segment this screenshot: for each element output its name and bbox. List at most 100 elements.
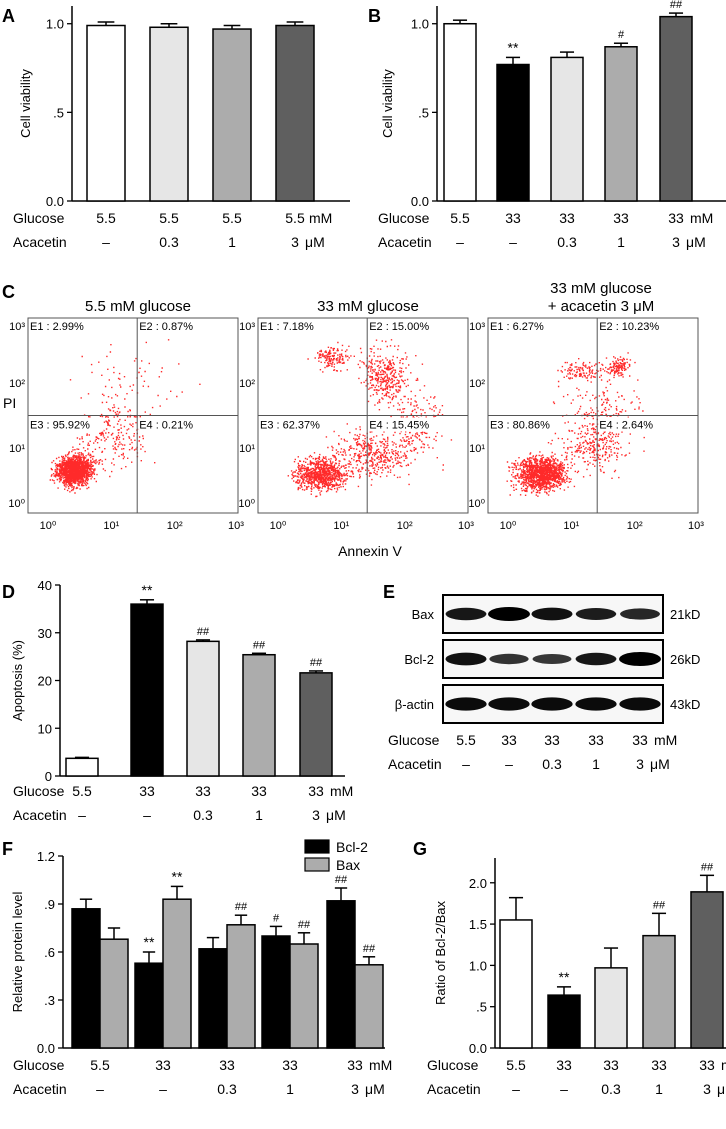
quadrant-e1: E1 : 6.27%	[490, 321, 544, 333]
unit-uM: μM	[326, 807, 346, 823]
flow-x-tick: 10²	[627, 520, 643, 532]
acacetin-row-label: Acacetin	[378, 234, 432, 250]
unit-uM: μM	[305, 234, 325, 250]
bar-2	[594, 967, 628, 1049]
y-tick-label: 1.0	[411, 17, 429, 32]
legend-label-bax: Bax	[336, 857, 360, 873]
significance-marker: ##	[363, 943, 376, 955]
quadrant-e3-bg	[489, 417, 564, 432]
panel-label-f: F	[2, 839, 13, 859]
flow-dots	[49, 339, 201, 494]
flow-plot-2: E1 : 7.18% E2 : 15.00% E3 : 62.37% E4 : 15.…	[238, 298, 474, 532]
quadrant-e1-bg	[489, 319, 557, 333]
bar-0	[65, 757, 99, 777]
blot-band	[445, 697, 487, 711]
acacetin-value: 3	[703, 1081, 711, 1097]
flow-x-tick: 10⁰	[270, 520, 287, 532]
bar-3	[604, 46, 638, 202]
y-tick-label: 20	[38, 674, 52, 689]
bar-2	[550, 56, 584, 202]
blot-band	[575, 608, 617, 620]
glucose-value: 33	[282, 1057, 298, 1073]
glucose-value: 33	[505, 210, 521, 226]
blot-band	[532, 654, 572, 664]
flow-title-2: + acacetin 3 μM	[548, 298, 655, 315]
bar-Bax-4	[354, 964, 384, 1049]
acacetin-value: 1	[655, 1081, 663, 1097]
blot-band	[531, 697, 573, 711]
y-tick-label: 30	[38, 626, 52, 641]
y-tick-label: 0.0	[37, 1041, 55, 1056]
glucose-value: 33	[251, 783, 267, 799]
glucose-value: 5.5	[285, 210, 305, 226]
flow-ylabel: PI	[3, 395, 16, 411]
bar-4	[299, 672, 333, 777]
glucose-value: 33	[556, 1057, 572, 1073]
acacetin-row-label: Acacetin	[13, 807, 67, 823]
panel-label-c: C	[2, 282, 15, 302]
bar-3	[275, 24, 315, 202]
flow-title: 33 mM glucose	[317, 298, 419, 315]
significance-marker: **	[172, 868, 183, 884]
unit-uM: μM	[365, 1081, 385, 1097]
blot-band	[575, 652, 617, 666]
glucose-value: 33	[544, 732, 560, 748]
significance-marker: ##	[701, 861, 714, 873]
glucose-value: 33	[559, 210, 575, 226]
bar-1	[496, 63, 530, 202]
glucose-value: 33	[588, 732, 604, 748]
acacetin-value: 0.3	[557, 234, 577, 250]
quadrant-e1: E1 : 2.99%	[30, 321, 84, 333]
glucose-row-label: Glucose	[388, 732, 440, 748]
acacetin-value: 3	[351, 1081, 359, 1097]
flow-plot-3: E1 : 6.27% E2 : 10.23% E3 : 80.86% E4 : 2.6…	[468, 280, 704, 532]
bar-Bcl-2-1	[134, 962, 164, 1049]
flow-y-tick: 10²	[469, 378, 485, 390]
flow-y-tick: 10⁰	[468, 498, 485, 510]
acacetin-value: –	[462, 756, 470, 772]
blot-row-label: Bax	[412, 607, 435, 622]
blot-size-label: 26kD	[670, 652, 700, 667]
y-tick-label: .3	[44, 993, 55, 1008]
acacetin-value: 1	[592, 756, 600, 772]
quadrant-e3: E3 : 62.37%	[260, 420, 320, 432]
panel-label-d: D	[2, 582, 15, 602]
acacetin-value: 0.3	[217, 1081, 237, 1097]
glucose-value: 5.5	[450, 210, 470, 226]
quadrant-e4-bg	[598, 417, 667, 432]
quadrant-e4: E4 : 2.64%	[599, 420, 653, 432]
y-tick-label: .5	[476, 1000, 487, 1015]
flow-y-tick: 10²	[9, 378, 25, 390]
unit-uM: μM	[686, 234, 706, 250]
quadrant-e3-bg	[29, 417, 104, 432]
glucose-value: 33	[155, 1057, 171, 1073]
flow-xlabel: Annexin V	[338, 543, 402, 559]
glucose-value: 33	[219, 1057, 235, 1073]
acacetin-value: –	[78, 807, 86, 823]
significance-marker: ##	[310, 657, 323, 669]
significance-marker: **	[508, 39, 519, 55]
significance-marker: ##	[253, 639, 266, 651]
y-tick-label: 2.0	[469, 876, 487, 891]
acacetin-value: –	[143, 807, 151, 823]
chart-g: 0.0 .5 1.0 1.5 2.0 Ratio of Bcl-2/Bax ** ## ## Gl…	[427, 858, 726, 1097]
acacetin-value: 1	[617, 234, 625, 250]
y-tick-label: 1.0	[46, 17, 64, 32]
blot-size-label: 43kD	[670, 697, 700, 712]
acacetin-value: 0.3	[193, 807, 213, 823]
y-tick-label: .5	[53, 105, 64, 120]
flow-x-tick: 10¹	[333, 520, 349, 532]
glucose-value: 5.5	[222, 210, 242, 226]
quadrant-e2-bg	[368, 319, 443, 333]
significance-marker: **	[559, 969, 570, 985]
glucose-value: 33	[699, 1057, 715, 1073]
y-axis-label: Cell viability	[380, 69, 395, 138]
flow-y-tick: 10³	[469, 321, 485, 333]
glucose-value: 33	[139, 783, 155, 799]
blot-band	[445, 652, 487, 666]
blot-band	[575, 697, 617, 711]
significance-marker: ##	[235, 901, 248, 913]
glucose-value: 5.5	[506, 1057, 526, 1073]
significance-marker: #	[273, 912, 280, 924]
